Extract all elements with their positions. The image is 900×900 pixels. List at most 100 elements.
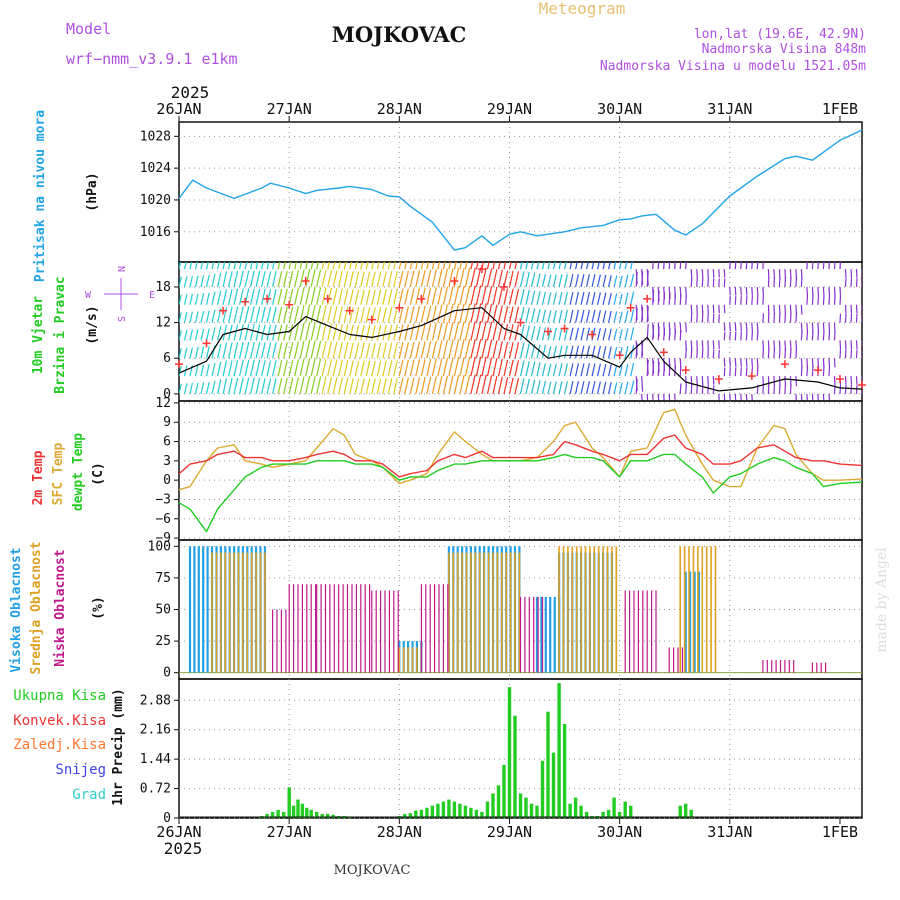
y-tick-label: 2.88 <box>140 693 171 708</box>
wind-barb <box>685 348 687 359</box>
precip-bar <box>305 807 309 818</box>
date-label-top: 28JAN <box>377 100 422 118</box>
precip-bar <box>546 711 550 818</box>
wind-barb <box>316 287 322 305</box>
wind-barb <box>530 379 536 395</box>
wind-barb <box>239 288 244 305</box>
wind-barb <box>228 342 233 359</box>
wind-barb <box>415 359 421 377</box>
precip-bar <box>265 813 269 818</box>
wind-barb <box>376 360 382 377</box>
wind-barb <box>591 262 595 270</box>
wind-barb <box>349 360 354 377</box>
temp-dewpt-line <box>178 453 863 533</box>
wind-barb <box>597 327 601 341</box>
wind-barb <box>525 307 530 323</box>
wind-barb <box>365 307 371 323</box>
wind-barb <box>784 269 787 280</box>
wind-barb <box>492 269 498 288</box>
y-tick-label: 50 <box>155 603 171 618</box>
wind-barb <box>448 375 454 395</box>
precip-bar <box>617 811 622 818</box>
wind-barb <box>745 393 748 401</box>
wind-barb <box>696 340 698 350</box>
precip-bar <box>326 813 330 818</box>
wind-barb <box>756 331 759 341</box>
wind-barb <box>486 303 493 323</box>
wind-barb <box>734 393 737 401</box>
wind-barb <box>327 359 333 377</box>
wind-barb <box>316 322 322 341</box>
wind-barb <box>431 287 437 305</box>
wind-barb <box>371 271 376 288</box>
wind-barb <box>393 262 396 270</box>
wind-barb <box>217 290 222 305</box>
wind-barb <box>613 275 618 288</box>
wind-barb <box>635 269 638 285</box>
wind-barb <box>409 288 415 305</box>
wind-barb <box>211 291 216 305</box>
wind-barb <box>426 358 432 377</box>
wind-barb <box>685 340 687 351</box>
wind-barb <box>228 262 231 270</box>
wind-barb <box>442 322 448 341</box>
wind-barb <box>200 382 205 395</box>
wind-barb <box>365 271 371 288</box>
wind-barb <box>244 377 250 395</box>
wind-barb <box>575 274 579 288</box>
wind-barb <box>233 342 239 359</box>
wind-barb <box>707 304 709 314</box>
wind-barb <box>492 340 498 359</box>
wind-barb <box>272 324 277 341</box>
wind-barb <box>194 311 199 323</box>
wind-barb <box>646 393 649 401</box>
precip-bar <box>601 811 605 818</box>
wind-barb <box>789 376 792 387</box>
wind-barb <box>690 340 693 350</box>
wind-barb <box>569 327 574 341</box>
wind-barb <box>519 378 525 395</box>
wind-barb <box>277 342 283 359</box>
wind-barb <box>839 349 842 359</box>
y-tick-label: 1016 <box>140 225 171 240</box>
wind-compass: N W E S <box>85 266 155 322</box>
temp-unit: (C) <box>91 462 106 485</box>
wind-barb <box>630 309 635 323</box>
wind-barb <box>564 262 567 270</box>
wind-barb <box>690 313 693 323</box>
wind-barb <box>470 339 476 359</box>
wind-barb <box>288 377 294 395</box>
wind-barb <box>536 362 541 377</box>
wind-barb <box>244 323 250 341</box>
wind-barb <box>602 262 606 270</box>
wind-barb <box>839 384 842 394</box>
wind-barb <box>652 393 654 401</box>
wind-barb <box>255 306 261 323</box>
wind-barb <box>530 272 536 288</box>
wind-barb <box>833 358 836 368</box>
wind-barb <box>228 288 233 305</box>
wind-barb <box>179 330 182 341</box>
wind-barb <box>332 305 338 323</box>
wind-barb <box>833 286 836 297</box>
wind-barb <box>327 270 333 288</box>
wind-barb <box>855 376 858 385</box>
wind-barb <box>624 363 629 377</box>
wind-barb <box>183 294 188 305</box>
wind-barb <box>283 262 286 270</box>
wind-barb <box>261 306 266 323</box>
wind-barb <box>437 304 443 323</box>
wind-barb <box>481 285 487 305</box>
wind-barb <box>597 274 601 288</box>
wind-barb <box>316 269 322 288</box>
wind-barb <box>541 262 545 270</box>
top-date-labels: 26JAN 27JAN 28JAN 29JAN 30JAN 31JAN 1FEB <box>156 100 858 122</box>
wind-barb <box>767 304 770 315</box>
wind-barb <box>179 262 182 270</box>
wind-barb <box>602 274 607 288</box>
y-tick-label: 75 <box>155 571 171 586</box>
wind-barb <box>393 342 398 359</box>
wind-barb <box>679 286 682 298</box>
wind-barb <box>729 322 731 332</box>
wind-barb <box>272 378 277 395</box>
